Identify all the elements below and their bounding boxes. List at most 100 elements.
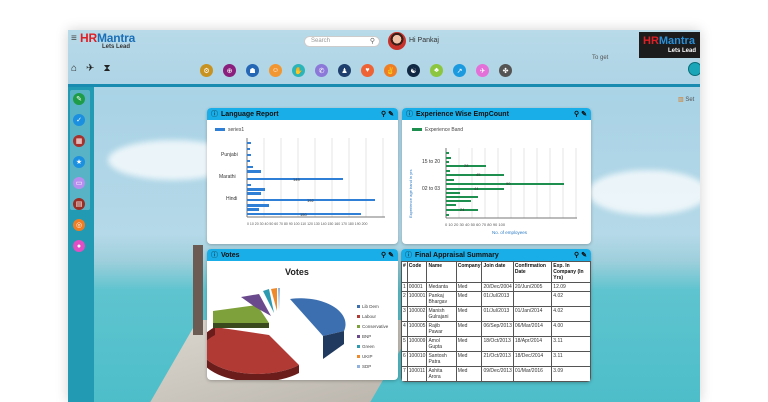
table-row[interactable]: 4 100005 Rajib Pawar Med 06/Sep/2013 06/Mar/2… (401, 321, 591, 337)
edit-icon[interactable]: ✎ (581, 111, 587, 118)
panel-header: ⓘ Votes ⚲ ✎ (207, 249, 398, 261)
table-cell: Santosh Patra (426, 351, 457, 367)
chart-title: Votes (285, 267, 309, 277)
table-cell: 4.02 (551, 291, 591, 307)
table-cell (512, 291, 553, 307)
table-row[interactable]: 6 100010 Santosh Patra Med 21/Oct/2013 18/Dec… (401, 351, 591, 367)
table-cell: Ashita Arora (426, 366, 457, 382)
column-header[interactable]: Join date (481, 261, 514, 283)
table-row[interactable]: 8100012Gunjan KaraniMed11/Dec/201311/Jun… (401, 381, 591, 382)
svg-text:145: 145 (293, 177, 300, 182)
training-icon[interactable]: ✋ (292, 64, 305, 77)
table-row[interactable]: 1 00001 Medanta Med 20/Dec/2004 20/Jun/2005 12… (401, 282, 591, 292)
table-cell: Amol Gupta (426, 336, 457, 352)
zoom-icon[interactable]: ⚲ (381, 111, 387, 118)
table-cell: 01/Jul/2013 (481, 291, 514, 307)
info-icon[interactable]: ⓘ (405, 252, 412, 259)
travel-icon[interactable]: ✈ (476, 64, 489, 77)
info-icon[interactable]: ⓘ (211, 111, 218, 118)
svg-text:Experience age band in yrs: Experience age band in yrs (408, 170, 413, 218)
phone-icon[interactable]: ✆ (315, 64, 328, 77)
svg-text:Lib Dem: Lib Dem (362, 304, 379, 309)
column-header[interactable]: Name (426, 261, 457, 283)
team-icon[interactable]: ☗ (246, 64, 259, 77)
edit-icon[interactable]: ✎ (581, 252, 587, 259)
table-row[interactable]: 3 100002 Manish Gulrajani Med 01/Jul/2013 01/… (401, 306, 591, 322)
zoom-icon[interactable]: ⚲ (574, 111, 580, 118)
table-row[interactable]: 2 100001 Pankaj Bhargav Med 01/Jul/2013 4.02 (401, 291, 591, 307)
hamburger-menu-icon[interactable]: ≡ (71, 33, 77, 44)
task-check-icon[interactable]: ✓ (73, 114, 85, 126)
column-header[interactable]: Confirmation Date (512, 261, 553, 283)
search-icon[interactable]: ⚲ (369, 38, 375, 45)
send-icon[interactable]: ✈ (86, 63, 95, 74)
mind-icon[interactable]: ☯ (407, 64, 420, 77)
svg-text:BNP: BNP (362, 334, 371, 339)
table-cell: Pankaj Bhargav (426, 291, 457, 307)
user-greeting[interactable]: Hi Pankaj (409, 37, 439, 44)
circle-icon[interactable]: ● (73, 240, 85, 252)
rating-icon[interactable]: ✌ (384, 64, 397, 77)
app-window: ≡ HRMantra Lets Lead ⌂ ✈ ⧗ Search ⚲ Hi P… (68, 30, 700, 402)
search-people-icon[interactable]: ⊕ (223, 64, 236, 77)
table-cell: 3.11 (551, 336, 591, 352)
svg-text:Green: Green (362, 344, 375, 349)
handshake-icon[interactable]: ✤ (499, 64, 512, 77)
set-link[interactable]: ▥ Set (678, 97, 695, 103)
book-icon[interactable]: ▤ (73, 198, 85, 210)
home-icon[interactable]: ⌂ (71, 63, 78, 74)
user-avatar[interactable] (388, 32, 406, 50)
svg-text:150: 150 (300, 212, 307, 217)
table-cell: 100005 (406, 321, 428, 337)
search-input[interactable]: Search ⚲ (304, 36, 380, 47)
health-icon[interactable]: ♥ (361, 64, 374, 77)
language-report-panel: ⓘ Language Report ⚲ ✎ series1 Punjabi Ma… (207, 108, 398, 244)
final-appraisal-panel: ⓘ Final Appraisal Summary ⚲ ✎ # Code Name C… (401, 249, 591, 382)
table-cell: 21/Oct/2013 (481, 351, 514, 367)
svg-text:28: 28 (464, 163, 469, 168)
table-cell: 100002 (406, 306, 428, 322)
hourglass-icon[interactable]: ⧗ (103, 63, 111, 74)
calendar-icon[interactable]: ▦ (73, 135, 85, 147)
hrmantra-logo[interactable]: HRMantra (80, 31, 136, 45)
org-icon[interactable]: ⚙ (200, 64, 213, 77)
growth-icon[interactable]: ↗ (453, 64, 466, 77)
table-cell: 3.09 (551, 381, 591, 382)
table-cell: 100009 (406, 336, 428, 352)
panel-header: ⓘ Experience Wise EmpCount ⚲ ✎ (402, 108, 591, 120)
zoom-icon[interactable]: ⚲ (574, 252, 580, 259)
table-row[interactable]: 7 100011 Ashita Arora Med 09/Dec/2013 01/Mar/… (401, 366, 591, 382)
edit-icon[interactable]: ✎ (388, 252, 394, 259)
table-cell: 09/Dec/2013 (481, 366, 514, 382)
table-cell: Gunjan Karani (426, 381, 457, 382)
top-header: ≡ HRMantra Lets Lead ⌂ ✈ ⧗ Search ⚲ Hi P… (68, 30, 700, 84)
chat-icon[interactable]: ▭ (73, 177, 85, 189)
table-cell: Med (455, 381, 483, 382)
column-header[interactable]: Code (406, 261, 428, 283)
column-header[interactable]: Company (455, 261, 483, 283)
profile-badge-icon[interactable] (688, 62, 700, 76)
user-icon[interactable]: ♟ (338, 64, 351, 77)
column-header[interactable]: Exp. In Company (In Yrs) (551, 261, 591, 283)
table-cell: 100011 (406, 366, 428, 382)
table-row[interactable]: 5 100009 Amol Gupta Med 18/Oct/2013 18/Apr/20… (401, 336, 591, 352)
table-cell: 18/Apr/2014 (512, 336, 553, 352)
star-icon[interactable]: ★ (73, 156, 85, 168)
recruit-icon[interactable]: ☺ (269, 64, 282, 77)
edit-icon[interactable]: ✎ (73, 93, 85, 105)
sidebar-icons: ✎ ✓ ▦ ★ ▭ ▤ ◎ ● (73, 93, 85, 252)
svg-text:No. of employees: No. of employees (492, 230, 528, 235)
svg-text:SDP: SDP (362, 364, 371, 369)
table-cell: Medanta (426, 282, 457, 292)
info-icon[interactable]: ⓘ (211, 252, 218, 259)
table-cell: 01/Jan/2014 (512, 306, 553, 322)
coins-icon[interactable]: ◎ (73, 219, 85, 231)
edit-icon[interactable]: ✎ (388, 111, 394, 118)
table-cell: Med (455, 306, 483, 322)
table-cell: 18/Oct/2013 (481, 336, 514, 352)
info-icon[interactable]: ⓘ (406, 111, 413, 118)
panel-header: ⓘ Final Appraisal Summary ⚲ ✎ (401, 249, 591, 261)
benefit-icon[interactable]: ♣ (430, 64, 443, 77)
table-cell: 3.11 (551, 351, 591, 367)
zoom-icon[interactable]: ⚲ (381, 252, 387, 259)
